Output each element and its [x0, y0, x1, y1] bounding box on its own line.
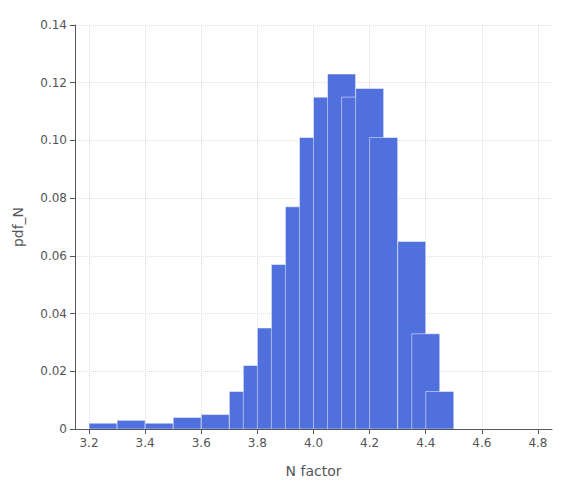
- svg-text:3.8: 3.8: [248, 436, 267, 450]
- svg-text:4.0: 4.0: [304, 436, 323, 450]
- svg-text:3.4: 3.4: [136, 436, 155, 450]
- svg-text:0.06: 0.06: [40, 249, 67, 263]
- svg-text:3.2: 3.2: [79, 436, 98, 450]
- svg-text:4.4: 4.4: [416, 436, 435, 450]
- svg-text:0.10: 0.10: [40, 133, 67, 147]
- svg-text:4.8: 4.8: [528, 436, 547, 450]
- svg-text:0: 0: [59, 422, 67, 436]
- svg-text:4.2: 4.2: [360, 436, 379, 450]
- svg-text:3.6: 3.6: [192, 436, 211, 450]
- svg-text:N factor: N factor: [286, 463, 342, 479]
- svg-text:0.04: 0.04: [40, 307, 67, 321]
- svg-text:0.14: 0.14: [40, 18, 67, 32]
- svg-text:4.6: 4.6: [472, 436, 491, 450]
- svg-text:0.12: 0.12: [40, 76, 67, 90]
- svg-text:0.08: 0.08: [40, 191, 67, 205]
- svg-text:pdf_N: pdf_N: [10, 207, 26, 247]
- svg-text:0.02: 0.02: [40, 364, 67, 378]
